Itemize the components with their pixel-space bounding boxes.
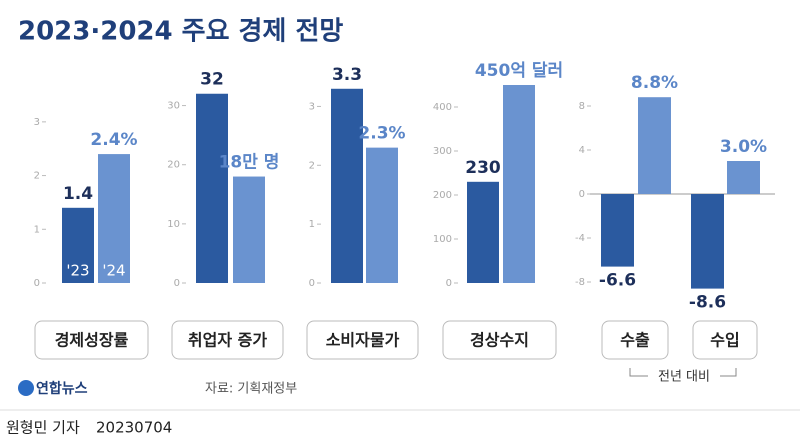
bracket [629, 368, 737, 377]
value-label: 2.3% [358, 124, 405, 144]
y-tick-label: 300 [433, 146, 452, 157]
value-label: 230 [465, 158, 501, 178]
byline: 원형민 기자 [6, 419, 80, 437]
source: 자료: 기획재정부 [205, 382, 297, 397]
date: 20230704 [96, 419, 172, 437]
y-tick-label: 1 [34, 224, 40, 235]
y-tick-label: 1 [309, 219, 315, 230]
bar [62, 207, 94, 283]
y-tick-label: 0 [34, 278, 40, 289]
title: 2023·2024 주요 경제 전망 [18, 17, 343, 47]
y-tick-label: 30 [167, 101, 180, 112]
value-label: 18만 명 [219, 153, 280, 173]
bar [691, 194, 724, 289]
value-label: 3.3 [332, 65, 362, 85]
value-label: 2.4% [90, 130, 137, 150]
panel-label: 경제성장률 [55, 331, 129, 350]
y-tick-label: 10 [167, 219, 180, 230]
y-tick-label: 100 [433, 234, 452, 245]
panel-label: 수출 [620, 331, 650, 350]
panel-label: 소비자물가 [326, 331, 400, 350]
label-box [171, 320, 284, 360]
bar [331, 88, 363, 284]
bar [727, 161, 760, 194]
bar [98, 154, 130, 283]
label-box [306, 320, 419, 360]
value-label: 8.8% [631, 73, 678, 93]
y-tick-label: -4 [575, 233, 585, 244]
y-tick-label: 4 [579, 145, 585, 156]
value-label: 1.4 [63, 184, 93, 204]
note: 전년 대비 [658, 370, 710, 385]
value-label: -6.6 [599, 271, 636, 291]
y-tick-label: 0 [446, 278, 452, 289]
bar-category: '23 [66, 262, 89, 280]
y-tick-label: 8 [579, 101, 585, 112]
label-box [601, 320, 669, 360]
y-tick-label: 3 [309, 101, 315, 112]
label-box [34, 320, 149, 360]
value-label: 3.0% [720, 137, 767, 157]
y-tick-label: 2 [34, 171, 40, 182]
bar [638, 97, 671, 194]
value-label: -8.6 [689, 293, 726, 313]
bar [233, 176, 265, 283]
panel-label: 취업자 증가 [188, 331, 267, 350]
y-tick-label: 0 [309, 278, 315, 289]
bar [601, 194, 634, 267]
bar [366, 147, 398, 283]
panel-label: 경상수지 [470, 331, 529, 350]
y-tick-label: 0 [579, 189, 585, 200]
logo: 연합뉴스 [36, 380, 88, 397]
value-label: 450억 달러 [475, 60, 563, 81]
y-tick-label: -8 [575, 277, 585, 288]
y-tick-label: 400 [433, 102, 452, 113]
panel-label: 수입 [710, 331, 739, 350]
label-box [692, 320, 758, 360]
value-label: 32 [200, 70, 224, 90]
y-tick-label: 200 [433, 190, 452, 201]
y-tick-label: 0 [174, 278, 180, 289]
bar-category: '24 [102, 262, 125, 280]
y-tick-label: 3 [34, 117, 40, 128]
label-box [442, 320, 557, 360]
y-tick-label: 20 [167, 160, 180, 171]
y-tick-label: 2 [309, 160, 315, 171]
bar [467, 181, 499, 283]
bar [196, 93, 228, 283]
bar [503, 85, 535, 283]
logo-icon [18, 380, 34, 396]
